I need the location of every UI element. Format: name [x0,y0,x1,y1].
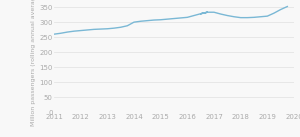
Y-axis label: Million passengers (rolling annual average): Million passengers (rolling annual avera… [31,0,36,126]
